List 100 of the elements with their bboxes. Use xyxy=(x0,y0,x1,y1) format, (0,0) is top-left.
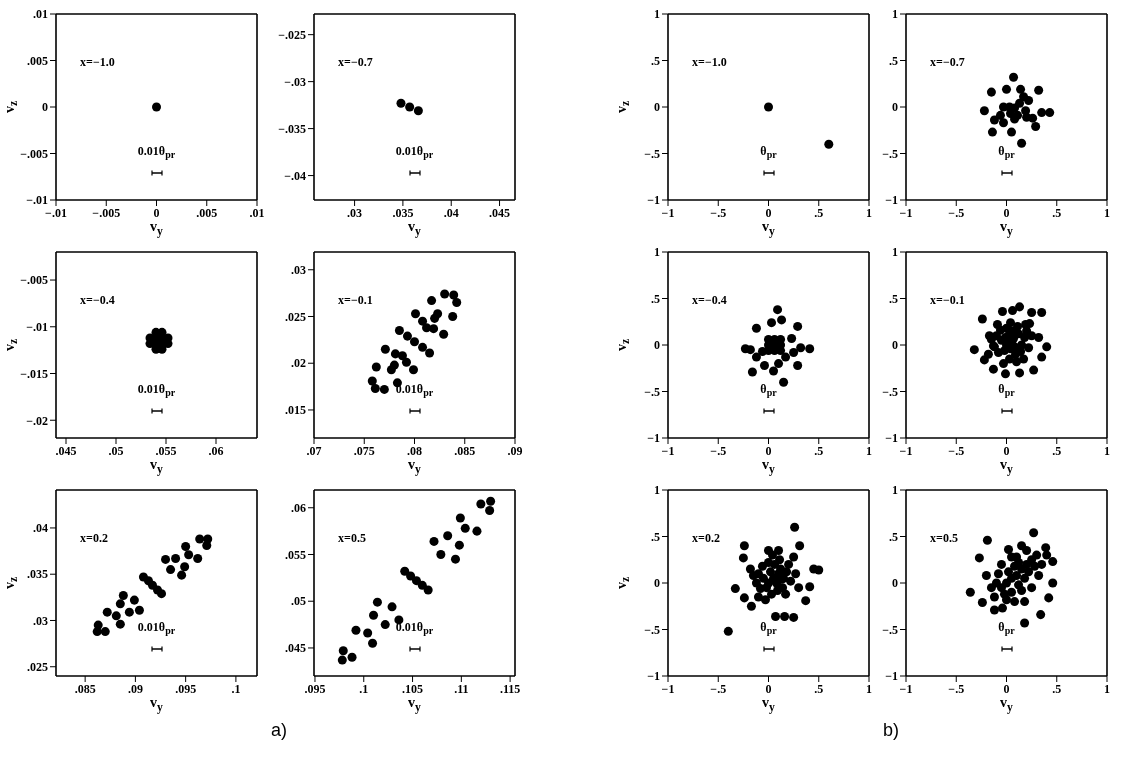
y-tick-label: 1 xyxy=(892,245,898,260)
x-tick-label: .09 xyxy=(127,681,143,696)
x-tick-label: .085 xyxy=(74,681,96,696)
y-tick-label: −.03 xyxy=(284,74,306,89)
y-tick-label: −1 xyxy=(647,669,660,684)
annotation: x=−0.1 xyxy=(338,292,373,308)
annotation: 0.01θ$_{pr}$ xyxy=(395,144,434,161)
x-tick-label: −.5 xyxy=(948,205,965,220)
y-tick-label: .025 xyxy=(27,660,48,675)
x-tick-label: .5 xyxy=(1052,205,1062,220)
annotation: x=−1.0 xyxy=(692,54,727,70)
x-tick-label: 0 xyxy=(765,205,772,220)
x-tick-label: .04 xyxy=(443,205,459,220)
y-tick-label: −.04 xyxy=(284,168,306,183)
y-tick-label: .5 xyxy=(889,529,898,544)
x-tick-label: 1 xyxy=(1104,443,1110,458)
y-tick-label: 1 xyxy=(654,483,660,498)
annotation: θ$_{pr}$ xyxy=(998,620,1015,637)
x-tick-label: .01 xyxy=(249,205,265,220)
y-tick-label: .5 xyxy=(651,53,660,68)
y-tick-label: −.5 xyxy=(644,146,660,161)
annotation: 0.01θ$_{pr}$ xyxy=(137,382,176,399)
x-tick-label: .005 xyxy=(196,205,218,220)
x-tick-label: .09 xyxy=(507,443,523,458)
annotation: x=0.2 xyxy=(80,530,108,546)
y-tick-label: −.5 xyxy=(882,146,898,161)
annotation: x=−0.4 xyxy=(692,292,727,308)
annotation: 0.01θ$_{pr}$ xyxy=(137,144,176,161)
x-tick-label: −.5 xyxy=(948,443,965,458)
y-tick-label: 0 xyxy=(654,576,660,591)
y-tick-label: 0 xyxy=(654,100,660,115)
x-tick-label: .045 xyxy=(55,443,77,458)
y-tick-label: −1 xyxy=(885,669,898,684)
x-tick-label: .1 xyxy=(231,681,241,696)
x-tick-label: 0 xyxy=(153,205,160,220)
x-axis-title: v$_{y}$ xyxy=(762,695,775,716)
x-tick-label: .085 xyxy=(454,443,476,458)
x-tick-label: 0 xyxy=(1003,443,1010,458)
y-tick-label: .02 xyxy=(291,356,306,371)
x-tick-label: .045 xyxy=(489,205,511,220)
y-tick-label: −.035 xyxy=(278,121,306,136)
y-tick-label: .01 xyxy=(33,7,48,22)
x-tick-label: .055 xyxy=(155,443,177,458)
y-tick-label: −.5 xyxy=(882,384,898,399)
x-axis-title: v$_{y}$ xyxy=(150,457,163,478)
y-tick-label: −.01 xyxy=(26,320,48,335)
annotation: θ$_{pr}$ xyxy=(760,144,777,161)
x-tick-label: −.5 xyxy=(948,681,965,696)
x-axis-title: v$_{y}$ xyxy=(1000,695,1013,716)
y-tick-label: −.005 xyxy=(20,273,48,288)
y-tick-label: 0 xyxy=(892,100,898,115)
y-tick-label: .015 xyxy=(285,403,306,418)
x-tick-label: −.005 xyxy=(92,205,121,220)
annotation: x=−0.7 xyxy=(930,54,965,70)
x-tick-label: .075 xyxy=(353,443,375,458)
x-axis-title: v$_{y}$ xyxy=(408,695,421,716)
y-tick-label: 0 xyxy=(654,338,660,353)
annotation: x=0.2 xyxy=(692,530,720,546)
x-tick-label: 0 xyxy=(765,681,772,696)
y-tick-label: .5 xyxy=(889,291,898,306)
text: a) xyxy=(271,720,288,741)
x-tick-label: .035 xyxy=(392,205,414,220)
annotation: θ$_{pr}$ xyxy=(998,144,1015,161)
y-tick-label: 0 xyxy=(892,338,898,353)
x-tick-label: .115 xyxy=(499,681,521,696)
x-axis-title: v$_{y}$ xyxy=(408,219,421,240)
y-tick-label: .5 xyxy=(651,291,660,306)
y-tick-label: .045 xyxy=(285,641,306,656)
annotation: θ$_{pr}$ xyxy=(998,382,1015,399)
x-tick-label: 1 xyxy=(866,205,872,220)
x-tick-label: .095 xyxy=(304,681,326,696)
x-tick-label: .5 xyxy=(814,205,824,220)
y-tick-label: −1 xyxy=(647,193,660,208)
y-tick-label: −.025 xyxy=(278,27,306,42)
annotation: x=−1.0 xyxy=(80,54,115,70)
x-tick-label: 1 xyxy=(1104,681,1110,696)
y-tick-label: −.5 xyxy=(644,384,660,399)
annotation: θ$_{pr}$ xyxy=(760,382,777,399)
y-tick-label: −.005 xyxy=(20,146,48,161)
y-tick-label: .04 xyxy=(33,521,48,536)
x-tick-label: 0 xyxy=(1003,205,1010,220)
annotation: x=−0.7 xyxy=(338,54,373,70)
x-tick-label: .06 xyxy=(208,443,224,458)
x-tick-label: 1 xyxy=(1104,205,1110,220)
y-tick-label: .03 xyxy=(291,263,306,278)
x-tick-label: .08 xyxy=(407,443,422,458)
annotation: x=0.5 xyxy=(338,530,366,546)
x-tick-label: .1 xyxy=(359,681,369,696)
x-tick-label: .5 xyxy=(1052,681,1062,696)
x-tick-label: .03 xyxy=(347,205,363,220)
x-axis-title: v$_{y}$ xyxy=(150,695,163,716)
annotation: 0.01θ$_{pr}$ xyxy=(137,620,176,637)
y-tick-label: −1 xyxy=(885,193,898,208)
y-tick-label: −.02 xyxy=(26,413,48,428)
y-tick-label: 0 xyxy=(892,576,898,591)
y-tick-label: .06 xyxy=(291,501,306,516)
y-tick-label: .055 xyxy=(285,547,306,562)
x-tick-label: .05 xyxy=(108,443,124,458)
x-tick-label: 1 xyxy=(866,681,872,696)
x-tick-label: .5 xyxy=(814,443,824,458)
